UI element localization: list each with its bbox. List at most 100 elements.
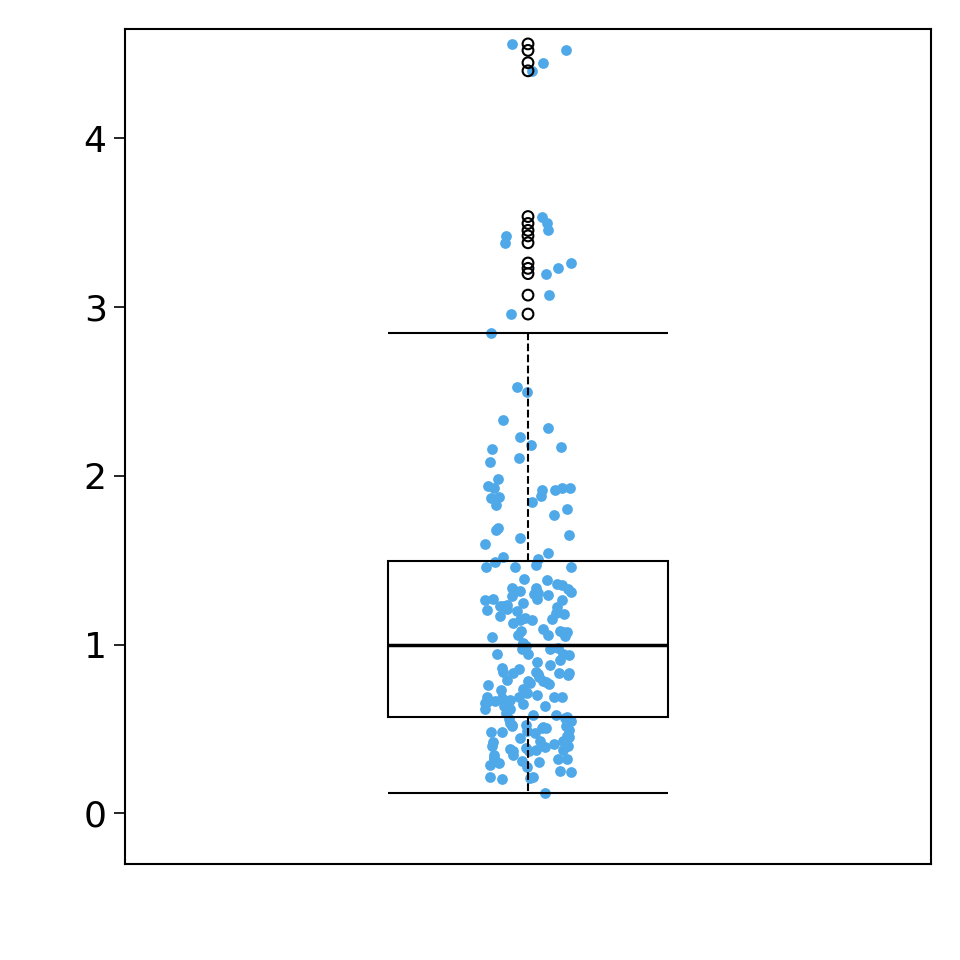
Point [562, 665, 577, 681]
Point [520, 55, 536, 70]
Point [504, 588, 519, 604]
Point [536, 55, 551, 70]
Point [515, 641, 530, 657]
Point [521, 743, 537, 758]
Point [516, 636, 531, 652]
Point [549, 708, 564, 723]
Point [530, 586, 545, 601]
Point [485, 734, 500, 750]
Point [484, 325, 499, 341]
Point [510, 603, 525, 618]
Point [511, 628, 526, 643]
Point [477, 592, 492, 608]
Point [498, 235, 514, 251]
Point [538, 739, 553, 755]
Point [518, 717, 534, 732]
Point [556, 733, 571, 749]
Point [524, 494, 540, 510]
Point [487, 555, 502, 570]
Point [484, 738, 499, 754]
Point [555, 624, 570, 639]
Point [541, 641, 557, 657]
Point [551, 666, 566, 682]
Point [495, 664, 511, 680]
Point [519, 723, 535, 738]
Point [520, 228, 536, 244]
Point [529, 687, 544, 703]
Point [532, 733, 547, 749]
Point [520, 209, 536, 225]
Point [481, 479, 496, 494]
Point [485, 629, 500, 644]
Point [486, 751, 501, 766]
Point [554, 480, 569, 495]
Point [516, 595, 531, 611]
Point [501, 710, 516, 726]
Point [555, 578, 570, 593]
Point [505, 666, 520, 682]
Point [477, 702, 492, 717]
Point [477, 536, 492, 551]
Point [502, 693, 517, 708]
Point [502, 715, 517, 731]
Point [539, 266, 554, 281]
Point [520, 235, 536, 251]
Point [520, 287, 536, 302]
Point [489, 522, 504, 538]
Point [506, 743, 521, 758]
Point [520, 646, 536, 661]
Point [556, 607, 571, 622]
Point [535, 209, 550, 225]
Point [516, 636, 531, 651]
Point [503, 306, 518, 322]
Point [520, 261, 536, 276]
Point [560, 752, 575, 767]
Point [505, 36, 520, 52]
Point [552, 623, 567, 638]
Point [505, 718, 520, 733]
Point [564, 584, 579, 599]
Point [508, 583, 523, 598]
Point [513, 531, 528, 546]
Point [552, 763, 567, 779]
Point [557, 710, 572, 726]
Point [491, 471, 506, 487]
Point [532, 754, 547, 769]
Point [529, 743, 544, 758]
Point [554, 592, 569, 608]
Bar [389, 562, 667, 717]
Point [561, 581, 576, 596]
Point [492, 489, 507, 504]
Point [520, 43, 536, 59]
Point [564, 255, 579, 271]
Point [528, 558, 543, 573]
Point [561, 730, 576, 745]
Point [486, 752, 501, 767]
Point [533, 488, 548, 503]
Point [546, 507, 562, 522]
Point [512, 450, 527, 466]
Point [541, 287, 557, 302]
Point [522, 771, 538, 786]
Point [516, 571, 532, 587]
Point [505, 615, 520, 631]
Point [515, 754, 530, 769]
Point [531, 666, 546, 682]
Point [528, 581, 543, 596]
Point [486, 480, 501, 495]
Point [511, 689, 526, 705]
Point [520, 255, 536, 271]
Point [522, 675, 538, 690]
Point [496, 698, 512, 713]
Point [511, 661, 526, 677]
Point [539, 674, 554, 689]
Point [538, 720, 553, 735]
Point [560, 501, 575, 516]
Point [492, 598, 508, 613]
Point [479, 603, 494, 618]
Point [524, 63, 540, 79]
Point [561, 667, 576, 683]
Point [488, 498, 503, 514]
Point [542, 658, 558, 673]
Point [549, 576, 564, 591]
